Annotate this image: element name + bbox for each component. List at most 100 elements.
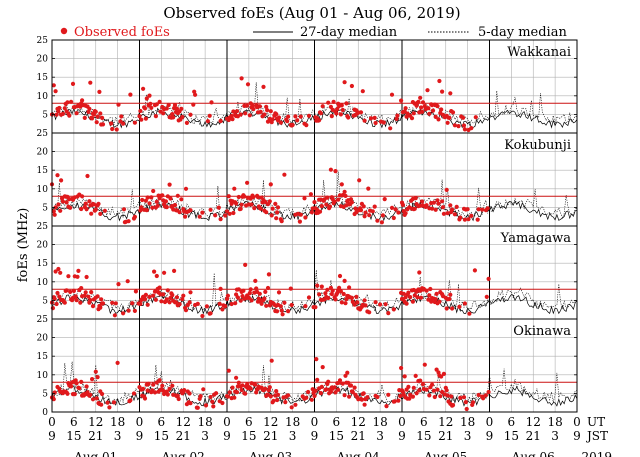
station-panels: 5 10 15 20 25 Wakkanai 5 10 15 20 25 Kokubunji 5 10 15… [37,36,578,418]
observed-point [80,98,85,103]
x-tick-jst: 21 [176,429,191,443]
observed-point [268,394,273,399]
observed-point [475,217,480,222]
observed-point [427,393,432,398]
observed-point [362,214,367,219]
y-axis-label: foEs (MHz) [16,208,31,283]
observed-point [157,378,162,383]
observed-point [90,304,96,309]
x-tick-ut: 18 [197,415,212,429]
x-tick-ut: 6 [333,415,341,429]
observed-point [420,382,426,387]
observed-point [342,393,347,398]
x-tick-jst: 9 [48,429,56,443]
observed-point [149,105,154,110]
observed-point [333,390,338,395]
observed-point [238,206,243,211]
observed-point [86,294,91,299]
observed-point [90,116,95,121]
observed-point [195,301,200,306]
observed-point [419,295,424,300]
observed-point [146,381,151,386]
observed-point [208,394,213,400]
x-tick-ut: 12 [263,415,278,429]
observed-point [462,301,467,306]
observed-point [304,123,309,128]
y-tick-label: 5 [42,389,48,399]
observed-point [262,112,267,117]
observed-point [139,117,144,122]
x-tick-ut: 0 [223,415,231,429]
station-name: Yamagawa [500,231,572,246]
observed-point [440,199,445,204]
observed-point [396,398,401,403]
observed-point [205,119,210,124]
observed-point [424,203,429,208]
observed-point [430,206,435,211]
observed-point [283,400,288,405]
x-tick-ut: 18 [285,415,300,429]
observed-point [84,274,89,280]
observed-point [469,213,474,218]
observed-point [433,207,438,212]
observed-point [248,287,253,292]
observed-point [441,371,446,376]
observed-point [175,193,180,198]
observed-point [286,309,291,314]
observed-point [231,210,236,216]
observed-point [413,196,418,201]
observed-point [217,301,222,306]
observed-point [445,393,450,398]
observed-point [98,211,103,216]
observed-point [116,102,121,107]
observed-point [408,295,413,300]
observed-point [87,106,92,111]
observed-point [157,99,162,104]
y-tick-label: 10 [37,92,49,102]
observed-point [153,114,158,119]
observed-point [164,297,169,302]
observed-point [249,298,254,303]
observed-point [167,182,172,187]
y-tick-label: 20 [37,241,49,251]
station-name: Okinawa [513,324,571,339]
observed-point [119,114,124,119]
observed-point [204,304,209,309]
observed-point [257,291,262,296]
observed-point [440,389,445,395]
observed-point [337,273,343,279]
observed-point [144,208,149,213]
observed-point [245,180,250,185]
observed-point [344,297,349,302]
observed-point [286,393,291,398]
observed-point [95,114,100,119]
observed-point [340,107,345,113]
observed-point [315,283,320,288]
observed-point [79,206,84,212]
x-tick-ut: 6 [70,415,78,429]
observed-point [433,297,438,302]
y-tick-label: 25 [37,129,49,139]
observed-point [97,89,102,94]
observed-point [183,308,189,313]
observed-point [320,365,325,370]
observed-point [317,292,322,297]
observed-point [427,111,432,116]
observed-point [234,201,239,206]
observed-point [338,289,343,294]
observed-point [466,217,471,222]
observed-point [162,270,167,275]
y-tick-label: 15 [37,73,49,83]
observed-point [71,288,76,293]
observed-point [268,109,273,114]
observed-point [74,381,79,386]
observed-point [69,384,74,389]
observed-point [132,120,137,125]
observed-point [372,204,377,209]
observed-point [420,109,425,114]
observed-point [440,205,446,210]
observed-point [306,113,312,118]
observed-point [165,392,170,397]
y-tick-label: 20 [37,148,49,158]
observed-point [75,274,80,279]
